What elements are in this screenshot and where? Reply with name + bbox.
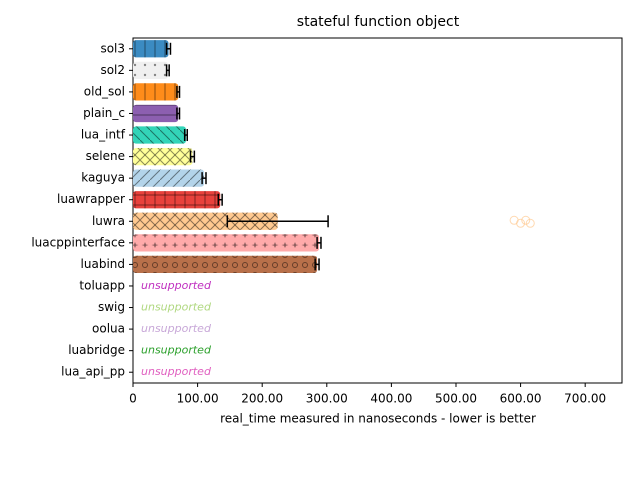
- y-tick-label: selene: [86, 149, 125, 163]
- y-tick-label: lua_api_pp: [61, 365, 125, 379]
- y-tick-label: luacppinterface: [31, 235, 125, 249]
- error-bar: [165, 42, 172, 55]
- x-tick-label: 0: [129, 392, 137, 406]
- outlier-point: [516, 218, 526, 228]
- x-tick-label: 700.00: [564, 392, 606, 406]
- annotation: unsupported: [141, 365, 212, 378]
- plot-frame: [132, 37, 623, 384]
- x-tick-label: 600.00: [500, 392, 542, 406]
- y-tick-label: oolua: [92, 322, 125, 336]
- x-axis-label: real_time measured in nanoseconds - lowe…: [220, 412, 536, 426]
- error-bar: [183, 129, 189, 142]
- error-bar: [314, 258, 320, 271]
- bar-hatch: [133, 83, 179, 101]
- bar-hatch: [133, 40, 169, 58]
- annotation: unsupported: [141, 322, 212, 335]
- annotation: unsupported: [141, 301, 212, 314]
- y-tick-label: toluapp: [79, 278, 125, 292]
- error-bar: [176, 85, 181, 98]
- y-tick-label: swig: [98, 300, 125, 314]
- error-bar: [201, 172, 207, 185]
- error-bar: [189, 150, 196, 163]
- outlier-point: [521, 215, 531, 225]
- error-bar: [316, 236, 322, 249]
- y-tick-label: luabridge: [68, 343, 125, 357]
- error-bar: [226, 215, 329, 228]
- error-bar: [165, 64, 170, 77]
- x-tick-label: 100.00: [177, 392, 219, 406]
- bar-hatch: [133, 212, 278, 230]
- bar-hatch: [133, 234, 320, 252]
- y-tick-label: old_sol: [84, 84, 125, 98]
- x-tick-label: 300.00: [306, 392, 348, 406]
- y-tick-label: sol2: [100, 63, 125, 77]
- bar-hatch: [133, 61, 168, 79]
- bar-hatch: [133, 191, 221, 209]
- chart-title: stateful function object: [297, 14, 460, 30]
- bar-hatch: [133, 169, 205, 187]
- bar-hatch: [133, 255, 318, 274]
- y-tick-label: sol3: [100, 41, 125, 55]
- bar-hatch: [133, 104, 179, 123]
- y-tick-label: luawrapper: [57, 192, 125, 206]
- x-tick-label: 200.00: [241, 392, 283, 406]
- error-bar: [176, 107, 181, 120]
- annotation: unsupported: [141, 279, 212, 292]
- outlier-point: [525, 218, 535, 228]
- annotation: unsupported: [141, 344, 212, 357]
- y-tick-label: luwra: [92, 214, 125, 228]
- x-tick-label: 500.00: [435, 392, 477, 406]
- bar-hatch: [133, 126, 186, 144]
- y-tick-label: lua_intf: [81, 128, 126, 142]
- error-bar: [217, 193, 223, 206]
- x-tick-label: 400.00: [370, 392, 412, 406]
- y-tick-label: plain_c: [83, 106, 125, 120]
- y-tick-label: kaguya: [81, 171, 125, 185]
- bar-hatch: [133, 147, 193, 166]
- y-tick-label: luabind: [81, 257, 125, 271]
